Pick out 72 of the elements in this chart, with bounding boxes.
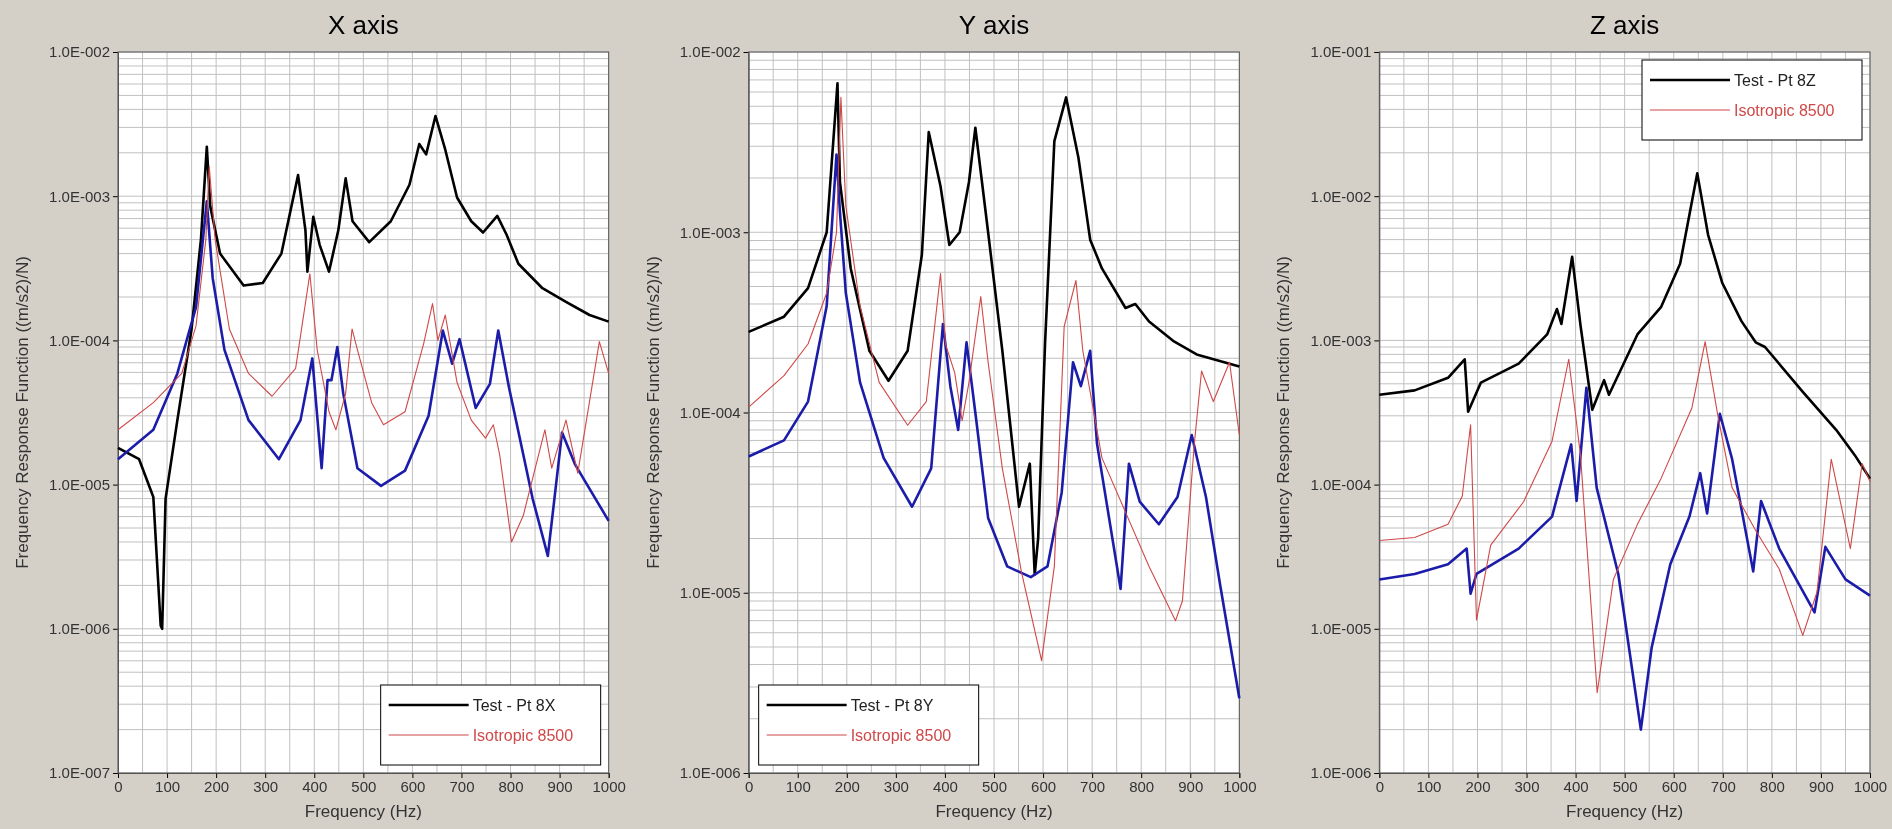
legend-label: Test - Pt 8Y <box>850 697 934 714</box>
x-tick-label: 100 <box>155 777 181 795</box>
chart-title: Y axis <box>958 10 1030 40</box>
legend-label: Isotropic 8500 <box>472 727 574 744</box>
x-tick-label: 300 <box>253 777 279 795</box>
y-tick-label: 1.0E-007 <box>49 764 110 782</box>
x-tick-label: 500 <box>1612 777 1638 795</box>
x-tick-label: 900 <box>1178 777 1204 795</box>
x-tick-label: 400 <box>932 777 958 795</box>
line-series <box>116 114 610 631</box>
x-tick-label: 400 <box>302 777 328 795</box>
x-tick-label: 300 <box>1514 777 1540 795</box>
x-tick-label: 1000 <box>1223 777 1257 795</box>
line-series <box>747 82 1241 576</box>
x-tick-label: 400 <box>1563 777 1589 795</box>
y-tick-label: 1.0E-003 <box>1310 331 1372 349</box>
x-tick-label: 500 <box>981 777 1008 795</box>
y-tick-label: 1.0E-006 <box>1310 764 1372 782</box>
x-tick-label: 600 <box>400 777 426 795</box>
x-tick-label: 1000 <box>592 777 626 795</box>
x-tick-label: 1000 <box>1853 777 1888 795</box>
x-tick-label: 800 <box>498 777 524 795</box>
x-tick-label: 0 <box>114 777 123 795</box>
x-tick-label: 300 <box>883 777 909 795</box>
y-tick-label: 1.0E-002 <box>679 43 741 61</box>
x-tick-label: 100 <box>1416 777 1442 795</box>
x-tick-label: 600 <box>1661 777 1687 795</box>
y-tick-label: 1.0E-003 <box>679 223 741 241</box>
x-tick-label: 700 <box>1080 777 1106 795</box>
x-tick-label: 800 <box>1759 777 1785 795</box>
x-tick-label: 800 <box>1129 777 1155 795</box>
y-tick-label: 1.0E-002 <box>1310 187 1372 205</box>
x-tick-label: 500 <box>351 777 377 795</box>
legend-label: Test - Pt 8X <box>472 697 556 714</box>
y-tick-label: 1.0E-003 <box>49 187 110 205</box>
y-tick-label: 1.0E-004 <box>49 331 110 349</box>
line-series <box>748 96 1240 662</box>
line-series <box>1378 341 1871 694</box>
x-axis-title: Frequency (Hz) <box>1566 802 1684 821</box>
y-tick-label: 1.0E-005 <box>1310 620 1372 638</box>
x-tick-label: 0 <box>1375 777 1385 795</box>
x-axis-title: Frequency (Hz) <box>935 802 1053 821</box>
y-tick-label: 1.0E-005 <box>679 584 741 602</box>
x-tick-label: 200 <box>834 777 860 795</box>
y-tick-label: 1.0E-004 <box>1310 475 1372 493</box>
y-axis-title: Frequency Response Function ((m/s2)/N) <box>13 256 32 569</box>
y-tick-label: 1.0E-006 <box>49 620 110 638</box>
y-tick-label: 1.0E-006 <box>679 764 741 782</box>
y-tick-label: 1.0E-002 <box>49 43 110 61</box>
chart-title: X axis <box>327 10 399 40</box>
y-axis-title: Frequency Response Function ((m/s2)/N) <box>643 256 663 569</box>
line-series <box>1378 386 1872 731</box>
x-tick-label: 0 <box>744 777 754 795</box>
line-series <box>1378 172 1872 480</box>
x-tick-label: 900 <box>547 777 573 795</box>
legend-label: Isotropic 8500 <box>850 727 952 744</box>
x-tick-label: 100 <box>785 777 811 795</box>
x-tick-label: 600 <box>1031 777 1057 795</box>
line-series <box>747 153 1241 700</box>
y-tick-label: 1.0E-001 <box>1310 43 1372 61</box>
x-tick-label: 200 <box>204 777 230 795</box>
chart-title: Z axis <box>1589 10 1660 40</box>
legend-label: Isotropic 8500 <box>1734 102 1835 119</box>
x-tick-label: 700 <box>449 777 475 795</box>
y-tick-label: 1.0E-005 <box>49 475 110 493</box>
legend-label: Test - Pt 8Z <box>1734 72 1817 89</box>
y-tick-label: 1.0E-004 <box>679 403 741 421</box>
y-axis-title: Frequency Response Function ((m/s2)/N) <box>1274 256 1294 569</box>
x-tick-label: 900 <box>1808 777 1834 795</box>
x-tick-label: 200 <box>1465 777 1491 795</box>
x-axis-title: Frequency (Hz) <box>304 802 422 821</box>
x-tick-label: 700 <box>1710 777 1736 795</box>
